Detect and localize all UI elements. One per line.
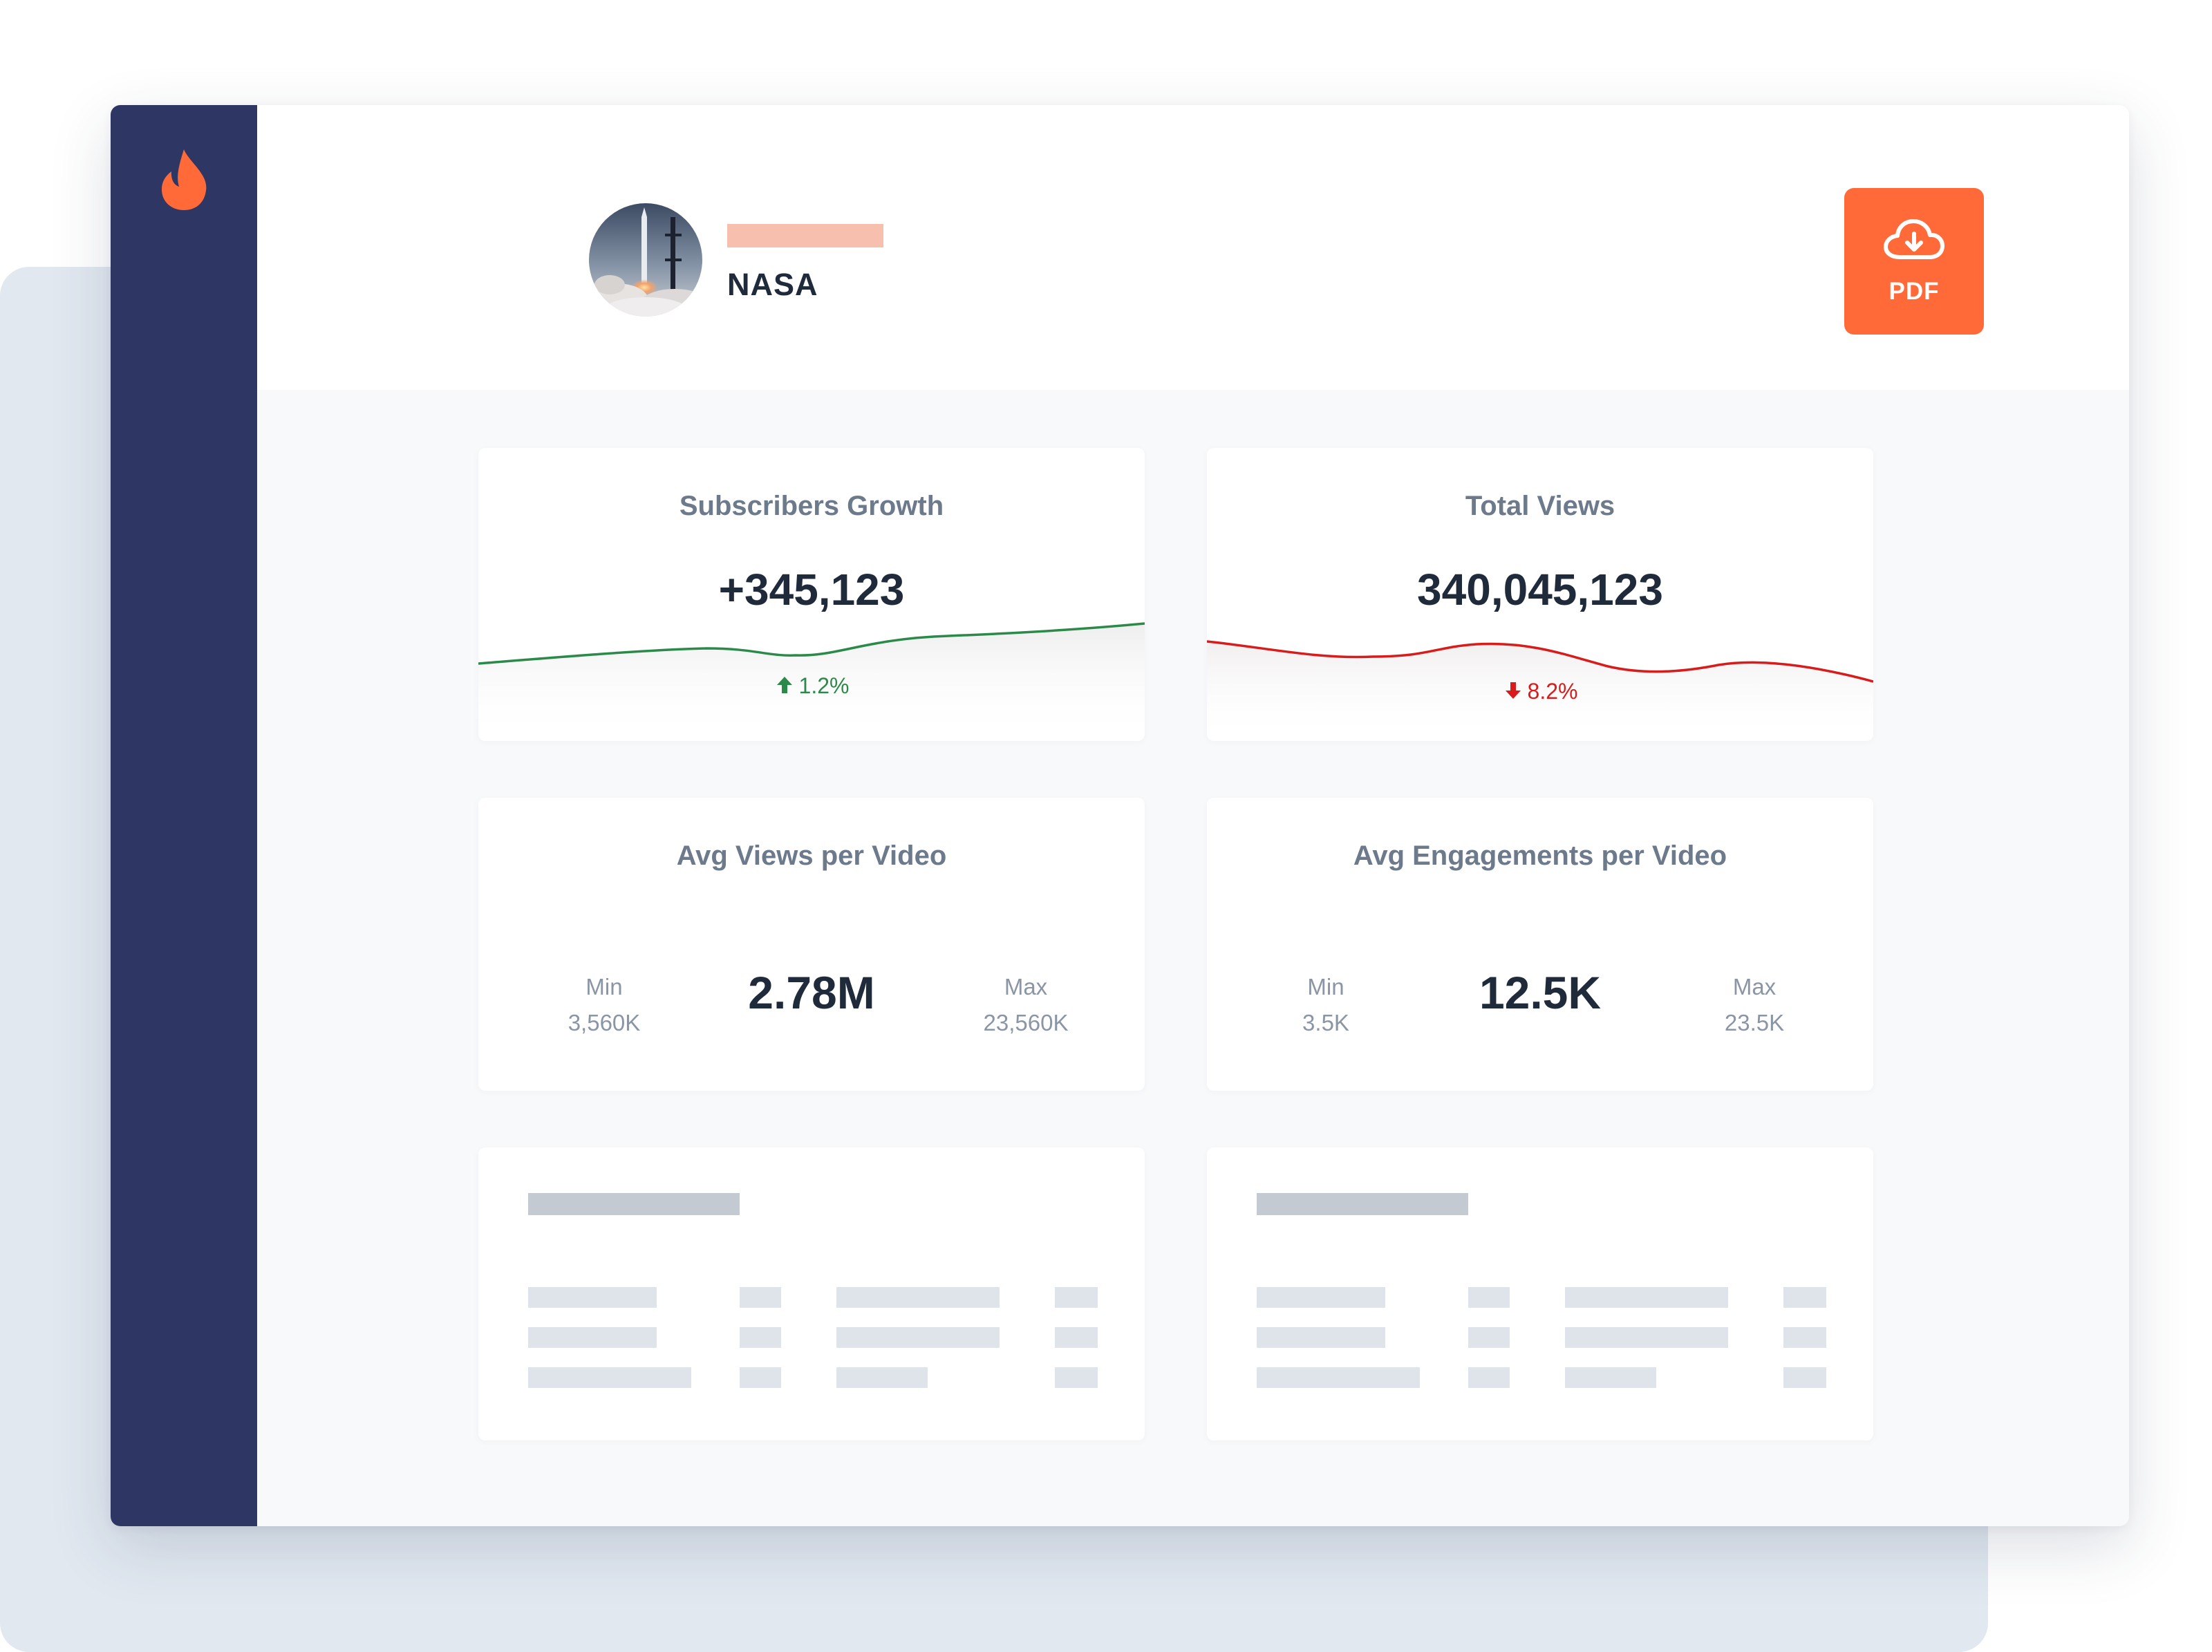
skeleton-title (528, 1193, 740, 1215)
total-views-trend-sparkline (1207, 640, 1873, 741)
skeleton-table-card-left (478, 1147, 1145, 1440)
avg-engagements-max: Max 23.5K (1671, 969, 1837, 1041)
avg-engagements-min-value: 3.5K (1302, 1010, 1349, 1035)
skeleton-cell (528, 1287, 657, 1308)
channel-name: NASA (727, 267, 818, 302)
avg-engagements-card: Avg Engagements per Video Min 3.5K 12.5K… (1207, 798, 1873, 1091)
skeleton-cell (740, 1287, 781, 1308)
skeleton-title (1257, 1193, 1468, 1215)
avg-views-title: Avg Views per Video (676, 841, 947, 871)
skeleton-cell (1257, 1367, 1420, 1388)
avg-views-card: Avg Views per Video Min 3,560K 2.78M Max… (478, 798, 1145, 1091)
sidebar (111, 105, 257, 1526)
subscribers-growth-change-value: 1.2% (798, 673, 850, 698)
skeleton-cell (1055, 1287, 1098, 1308)
total-views-change-value: 8.2% (1527, 679, 1578, 704)
channel-name-placeholder (727, 224, 883, 247)
skeleton-cell (740, 1327, 781, 1348)
rocket-launch-image (589, 203, 702, 317)
skeleton-cell (740, 1367, 781, 1388)
avg-views-min-value: 3,560K (568, 1010, 641, 1035)
avg-views-min-label: Min (585, 974, 623, 999)
skeleton-cell (1783, 1367, 1826, 1388)
skeleton-cell (836, 1287, 1000, 1308)
avg-engagements-min-label: Min (1307, 974, 1344, 999)
skeleton-cell (1055, 1327, 1098, 1348)
channel-avatar (589, 203, 702, 317)
skeleton-cell (528, 1367, 691, 1388)
flame-icon[interactable] (156, 145, 212, 212)
export-pdf-button[interactable]: PDF (1844, 188, 1984, 335)
skeleton-cell (1565, 1367, 1656, 1388)
avg-views-min: Min 3,560K (521, 969, 687, 1041)
export-pdf-label: PDF (1888, 278, 1940, 305)
skeleton-cell (1783, 1287, 1826, 1308)
avg-views-max-value: 23,560K (983, 1010, 1069, 1035)
total-views-card: Total Views 340,045,123 8.2% (1207, 448, 1873, 741)
total-views-value: 340,045,123 (1417, 565, 1663, 614)
subscribers-trend-sparkline (478, 622, 1145, 741)
cloud-download-icon (1884, 219, 1944, 259)
skeleton-table-card-right (1207, 1147, 1873, 1440)
total-views-title: Total Views (1465, 491, 1615, 521)
arrow-up-icon (776, 677, 792, 693)
skeleton-cell (1055, 1367, 1098, 1388)
dashboard-window: NASA PDF Subscribers Growth +345,123 (111, 105, 2129, 1526)
skeleton-cell (1468, 1327, 1510, 1348)
avg-engagements-min: Min 3.5K (1243, 969, 1409, 1041)
avg-engagements-title: Avg Engagements per Video (1353, 841, 1727, 871)
total-views-change: 8.2% (1207, 679, 1873, 704)
skeleton-cell (1783, 1327, 1826, 1348)
skeleton-cell (528, 1327, 657, 1348)
skeleton-cell (1565, 1287, 1728, 1308)
avg-views-max: Max 23,560K (943, 969, 1109, 1041)
subscribers-growth-change: 1.2% (478, 673, 1145, 699)
avg-views-value: 2.78M (748, 967, 875, 1018)
skeleton-cell (1468, 1287, 1510, 1308)
skeleton-cell (1257, 1327, 1385, 1348)
subscribers-growth-value: +345,123 (718, 565, 905, 614)
skeleton-cell (1257, 1287, 1385, 1308)
avg-views-max-label: Max (1004, 974, 1048, 999)
subscribers-growth-title: Subscribers Growth (679, 491, 944, 521)
avg-engagements-value: 12.5K (1479, 967, 1602, 1018)
skeleton-cell (836, 1367, 928, 1388)
subscribers-growth-card: Subscribers Growth +345,123 1.2% (478, 448, 1145, 741)
skeleton-cell (1468, 1367, 1510, 1388)
arrow-down-icon (1505, 682, 1521, 699)
avg-engagements-max-label: Max (1732, 974, 1777, 999)
skeleton-cell (836, 1327, 1000, 1348)
header: NASA PDF (257, 105, 2129, 390)
skeleton-cell (1565, 1327, 1728, 1348)
avg-engagements-max-value: 23.5K (1724, 1010, 1785, 1035)
